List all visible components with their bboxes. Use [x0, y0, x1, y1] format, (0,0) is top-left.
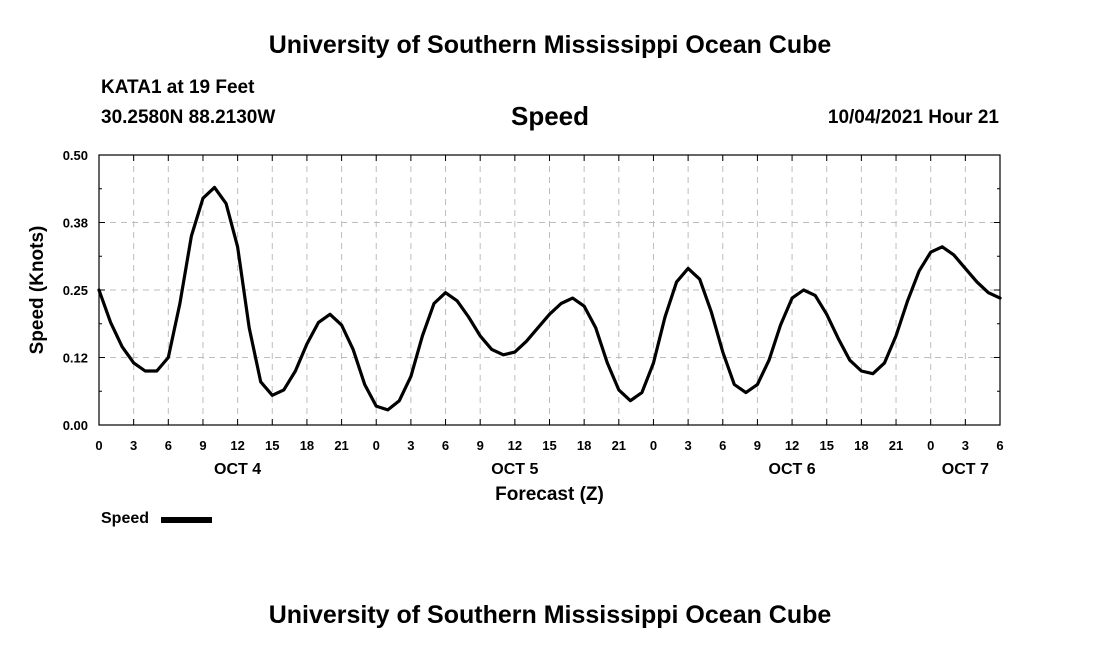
- legend-swatch: [161, 517, 212, 523]
- x-tick-label: 9: [477, 438, 484, 453]
- series: [97, 185, 1002, 412]
- x-tick-label: 15: [265, 438, 279, 453]
- y-tick-label: 0.50: [63, 148, 88, 163]
- forecast-timestamp: 10/04/2021 Hour 21: [827, 107, 999, 128]
- station-coordinates: 30.2580N 88.2130W: [101, 107, 276, 128]
- day-label: OCT 6: [769, 461, 816, 478]
- x-tick-label: 6: [996, 438, 1003, 453]
- grid: [99, 155, 1000, 425]
- x-tick-label: 9: [754, 438, 761, 453]
- x-tick-label: 3: [130, 438, 137, 453]
- x-tick-label: 9: [199, 438, 206, 453]
- x-tick-label: 0: [650, 438, 657, 453]
- chart-title: Speed: [510, 101, 590, 131]
- station-name: KATA1 at 19 Feet: [101, 77, 255, 98]
- x-tick-label: 18: [854, 438, 868, 453]
- page-title: University of Southern Mississippi Ocean…: [268, 31, 832, 59]
- x-tick-label: 12: [508, 438, 522, 453]
- y-tick-label: 0.12: [63, 351, 88, 366]
- x-tick-label: 3: [407, 438, 414, 453]
- y-axis-title: Speed (Knots): [27, 226, 48, 355]
- footer-title: University of Southern Mississippi Ocean…: [268, 601, 832, 629]
- y-tick-label: 0.38: [63, 216, 88, 231]
- y-tick-label: 0.25: [63, 283, 88, 298]
- x-tick-label: 21: [889, 438, 903, 453]
- speed-series-line: [97, 185, 1002, 412]
- x-tick-label: 3: [684, 438, 691, 453]
- tick-labels: 0.00 0.12 0.25 0.38 0.50 0 3 6 9 12 15 18 21 0 3 6 9 12 15…: [27, 148, 1004, 505]
- x-axis-title: Forecast (Z): [495, 484, 604, 505]
- x-tick-label: 6: [165, 438, 172, 453]
- x-tick-label: 6: [719, 438, 726, 453]
- day-label: OCT 5: [491, 461, 538, 478]
- x-tick-label: 6: [442, 438, 449, 453]
- x-tick-label: 0: [95, 438, 102, 453]
- x-tick-label: 0: [373, 438, 380, 453]
- day-label: OCT 7: [942, 461, 989, 478]
- x-tick-label: 18: [577, 438, 591, 453]
- x-tick-label: 18: [300, 438, 314, 453]
- x-tick-label: 0: [927, 438, 934, 453]
- day-label: OCT 4: [214, 461, 261, 478]
- x-tick-label: 12: [230, 438, 244, 453]
- x-tick-label: 21: [334, 438, 348, 453]
- legend-label: Speed: [101, 510, 150, 527]
- x-tick-label: 3: [962, 438, 969, 453]
- x-tick-label: 15: [819, 438, 833, 453]
- y-tick-label: 0.00: [63, 418, 88, 433]
- x-tick-label: 12: [785, 438, 799, 453]
- x-tick-label: 21: [612, 438, 626, 453]
- x-tick-label: 15: [542, 438, 556, 453]
